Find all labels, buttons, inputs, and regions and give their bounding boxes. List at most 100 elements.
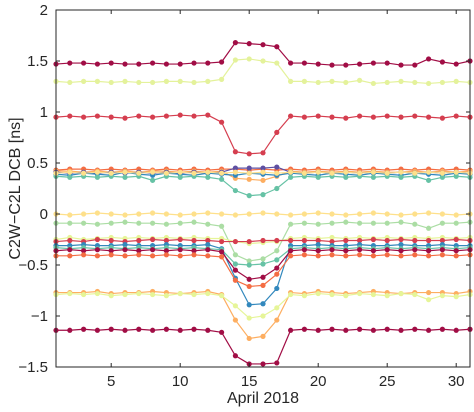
data-point — [108, 293, 114, 299]
data-point — [94, 78, 100, 84]
data-point — [163, 211, 169, 217]
data-point — [67, 174, 73, 180]
data-point — [398, 169, 404, 175]
data-point — [122, 169, 128, 175]
data-point — [357, 252, 363, 258]
data-point — [315, 210, 321, 216]
data-point — [260, 282, 266, 288]
data-point — [260, 169, 266, 175]
data-point — [122, 242, 128, 248]
data-point — [150, 210, 156, 216]
data-point — [246, 302, 252, 308]
data-point — [301, 247, 307, 253]
data-point — [329, 291, 335, 298]
data-point — [108, 248, 114, 254]
y-tick-label: −1.5 — [18, 359, 48, 376]
data-point — [191, 326, 197, 332]
data-point — [67, 79, 73, 86]
data-point — [384, 326, 390, 332]
data-point — [67, 247, 73, 253]
data-point — [384, 211, 390, 217]
data-point — [246, 283, 252, 290]
data-point — [177, 220, 183, 226]
data-point — [246, 238, 252, 245]
data-point — [329, 220, 335, 226]
data-point — [122, 174, 128, 180]
data-point — [370, 174, 376, 180]
data-point — [439, 59, 445, 65]
data-point — [150, 79, 156, 86]
data-point — [136, 237, 142, 244]
data-point — [150, 220, 156, 226]
data-point — [315, 174, 321, 180]
data-point — [191, 79, 197, 86]
data-point — [439, 115, 445, 121]
data-point — [315, 237, 321, 244]
data-point — [301, 60, 307, 66]
data-point — [219, 119, 225, 125]
y-tick-label: 0 — [40, 206, 48, 223]
data-point — [122, 78, 128, 84]
data-point — [453, 220, 459, 226]
data-point — [301, 170, 307, 176]
data-point — [81, 291, 87, 298]
data-point — [108, 60, 114, 66]
data-point — [370, 220, 376, 226]
data-point — [81, 170, 87, 176]
data-point — [370, 60, 376, 66]
data-point — [136, 248, 142, 254]
data-point — [191, 248, 197, 254]
data-point — [426, 253, 432, 259]
data-point — [301, 237, 307, 244]
data-point — [108, 326, 114, 332]
data-point — [136, 61, 142, 67]
data-point — [122, 247, 128, 253]
data-point — [246, 193, 252, 199]
data-point — [94, 290, 100, 297]
data-point — [94, 236, 100, 243]
data-point — [246, 165, 252, 171]
data-point — [384, 60, 390, 66]
x-tick-label: 20 — [310, 373, 327, 390]
data-point — [343, 79, 349, 86]
data-point — [439, 211, 445, 217]
data-point — [315, 169, 321, 175]
data-point — [343, 169, 349, 175]
series-17 — [53, 252, 473, 290]
data-point — [357, 237, 363, 244]
data-point — [426, 177, 432, 183]
data-point — [329, 326, 335, 332]
series-10 — [53, 210, 473, 218]
data-point — [453, 236, 459, 243]
data-point — [426, 56, 432, 62]
data-point — [150, 247, 156, 253]
data-point — [398, 327, 404, 333]
data-point — [136, 326, 142, 332]
data-point — [274, 60, 280, 66]
data-point — [288, 113, 294, 119]
data-point — [357, 220, 363, 226]
data-point — [177, 236, 183, 243]
data-point — [246, 151, 252, 157]
axes-layer: 5 10 15 20 25 30 −1.5 −1 −0.5 0 0.5 1 1.5 2 — [18, 2, 470, 390]
data-point — [288, 221, 294, 227]
data-point — [136, 220, 142, 226]
data-point — [136, 252, 142, 258]
series-11 — [53, 219, 473, 264]
data-point — [357, 247, 363, 253]
data-point — [163, 248, 169, 254]
data-point — [205, 253, 211, 259]
data-point — [315, 253, 321, 259]
data-point — [370, 169, 376, 175]
data-point — [329, 78, 335, 84]
data-point — [205, 60, 211, 66]
data-point — [384, 293, 390, 299]
data-point — [439, 220, 445, 226]
data-point — [439, 79, 445, 86]
data-point — [191, 252, 197, 258]
data-point — [205, 169, 211, 175]
data-point — [219, 249, 225, 255]
data-point — [274, 185, 280, 192]
y-axis-label: C2W−C2L DCB [ns] — [7, 117, 24, 259]
data-point — [232, 252, 238, 258]
